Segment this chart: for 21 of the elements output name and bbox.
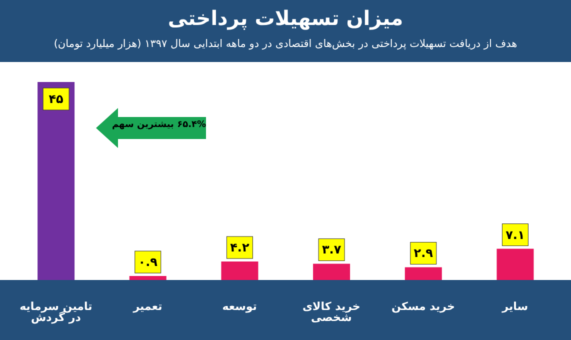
chart-title: میزان تسهیلات پرداختی xyxy=(166,6,404,30)
chart-subtitle: هدف از دریافت تسهیلات پرداختی در بخش‌های اقتصادی در دو ماهه ابتدایی سال ۱۳۹۷ (هزار میلیارد تومان) xyxy=(52,38,518,50)
data-label: ۳.۷ xyxy=(322,242,342,257)
data-label: ۲.۹ xyxy=(414,246,434,260)
bar xyxy=(313,264,350,280)
bar xyxy=(496,248,534,280)
x-tick-label: سایر xyxy=(501,300,528,313)
bar xyxy=(404,267,442,280)
x-tick-label: خرید مسکن xyxy=(392,300,455,313)
bar xyxy=(129,276,166,280)
data-label: ۴۵ xyxy=(48,92,64,106)
x-tick-label: توسعه xyxy=(222,300,257,313)
x-tick-label: خرید کالای شخصی xyxy=(302,300,360,324)
x-tick-label: تعمیر xyxy=(132,300,162,313)
x-tick-label: تامین سرمایه در گردش xyxy=(20,300,92,324)
data-label: ۴.۲ xyxy=(230,240,250,255)
data-label: ۰.۹ xyxy=(138,255,158,270)
annotation: ۶۵.۴% بیشترین سهم xyxy=(112,120,206,130)
bar xyxy=(38,82,75,280)
bar xyxy=(221,262,258,280)
data-label: ۷.۱ xyxy=(506,228,525,242)
